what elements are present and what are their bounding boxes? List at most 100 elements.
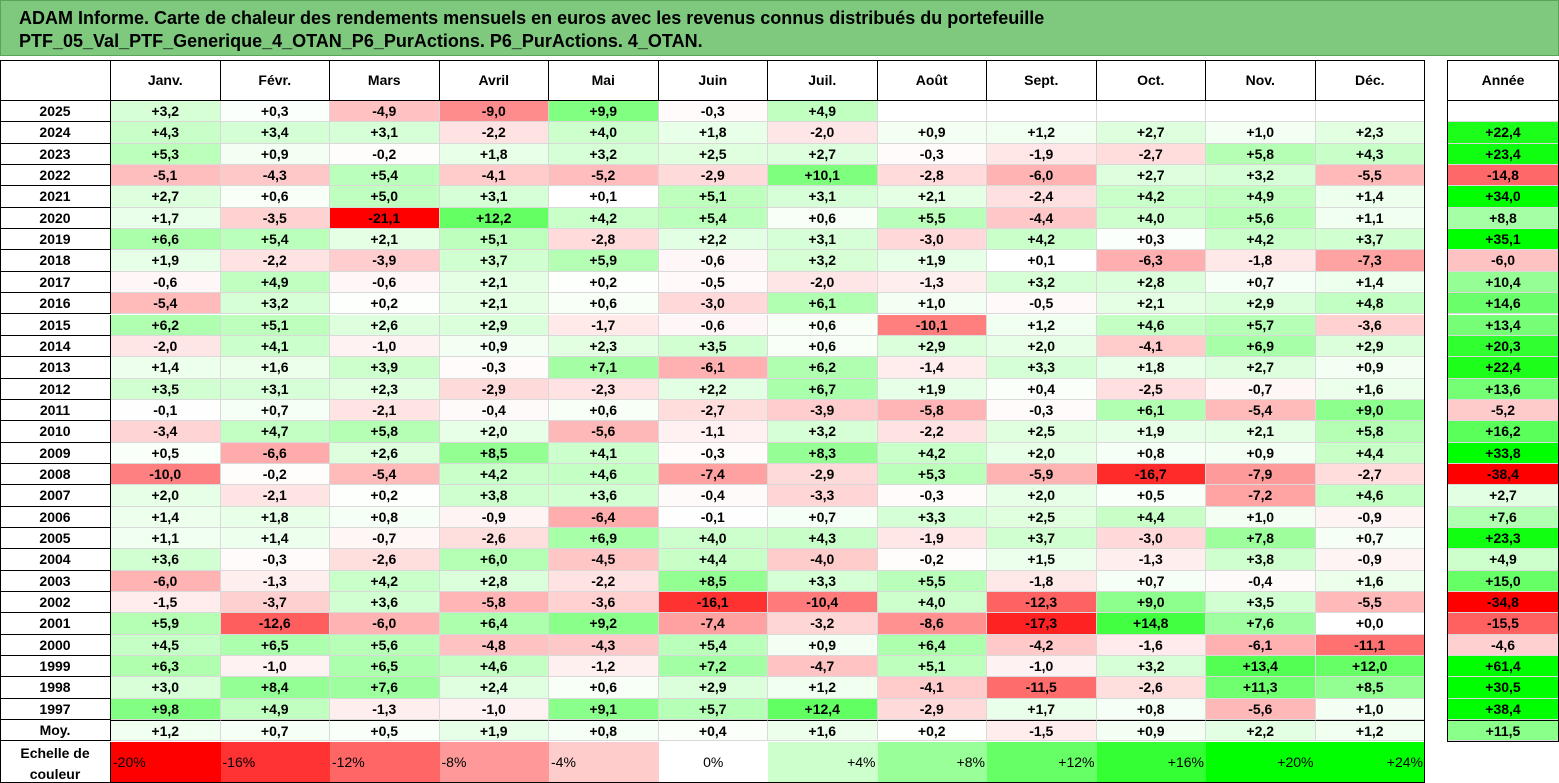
heatmap-cell: +5,4 xyxy=(658,207,768,230)
heatmap-cell: +0,6 xyxy=(220,186,330,208)
heatmap-cell: -4,2 xyxy=(987,634,1097,657)
heatmap-cell: +3,1 xyxy=(768,229,878,251)
heatmap-cell: -2,0 xyxy=(768,122,878,144)
heatmap-cell: -1,0 xyxy=(220,656,330,678)
heatmap-cell: +2,1 xyxy=(877,186,987,208)
heatmap-cell: +2,5 xyxy=(987,506,1097,528)
heatmap-cell: +4,0 xyxy=(658,528,768,550)
heatmap-cell: +0,6 xyxy=(549,293,659,315)
heatmap-cell: +2,4 xyxy=(439,677,549,699)
year-label: 2016 xyxy=(0,293,111,315)
average-cell: +0,2 xyxy=(877,720,987,742)
heatmap-cell: +3,2 xyxy=(1096,656,1206,678)
heatmap-cell: +3,5 xyxy=(658,335,768,358)
average-cell: +1,2 xyxy=(111,720,221,742)
heatmap-cell: -5,1 xyxy=(111,165,221,187)
annual-cell: -4,6 xyxy=(1447,634,1559,657)
average-cell: +0,9 xyxy=(1096,720,1206,742)
average-annual-cell: +11,5 xyxy=(1447,720,1559,742)
annual-cell: +16,2 xyxy=(1447,421,1559,443)
heatmap-cell: +4,9 xyxy=(220,271,330,294)
heatmap-cell: +3,5 xyxy=(1206,592,1316,614)
heatmap-cell xyxy=(1315,101,1425,123)
heatmap-cell: -0,5 xyxy=(658,271,768,294)
heatmap-cell: -1,0 xyxy=(439,698,549,721)
heatmap-cell: -1,1 xyxy=(658,421,768,443)
heatmap-cell: +0,9 xyxy=(768,634,878,657)
heatmap-cell: -3,5 xyxy=(220,207,330,230)
heatmap-cell: -2,9 xyxy=(768,463,878,486)
heatmap-cell: -6,4 xyxy=(549,506,659,528)
heatmap-cell: -2,1 xyxy=(330,399,440,422)
heatmap-cell: +6,3 xyxy=(111,656,221,678)
heatmap-cell: +5,5 xyxy=(877,570,987,593)
year-label: 2003 xyxy=(0,570,111,593)
heatmap-cell: -3,0 xyxy=(658,293,768,315)
heatmap-cell: +0,9 xyxy=(439,335,549,358)
column-header: Juil. xyxy=(768,60,878,101)
heatmap-cell: -1,3 xyxy=(220,570,330,593)
heatmap-cell: +3,9 xyxy=(330,357,440,379)
average-label: Moy. xyxy=(0,720,111,742)
heatmap-cell: +1,7 xyxy=(987,698,1097,721)
heatmap-cell: -2,6 xyxy=(1096,677,1206,699)
heatmap-cell: +9,0 xyxy=(1315,399,1425,422)
heatmap-cell: +11,3 xyxy=(1206,677,1316,699)
heatmap-cell: -4,9 xyxy=(330,101,440,123)
heatmap-cell: +1,9 xyxy=(877,250,987,272)
heatmap-cell: -0,3 xyxy=(220,549,330,571)
heatmap-cell: +0,7 xyxy=(220,399,330,422)
year-label: 2025 xyxy=(0,101,111,123)
year-label: 2006 xyxy=(0,506,111,528)
year-label: 2007 xyxy=(0,485,111,507)
column-header: Janv. xyxy=(111,60,221,101)
heatmap-cell: +4,2 xyxy=(987,229,1097,251)
heatmap-cell: -8,6 xyxy=(877,613,987,635)
heatmap-cell: -7,2 xyxy=(1206,485,1316,507)
heatmap-cell: +0,6 xyxy=(549,399,659,422)
heatmap-cell: +3,5 xyxy=(111,378,221,400)
heatmap-cell: +2,0 xyxy=(439,421,549,443)
heatmap-cell: +4,3 xyxy=(768,528,878,550)
heatmap-cell: +0,2 xyxy=(330,293,440,315)
heatmap-cell: +1,9 xyxy=(111,250,221,272)
heatmap-cell: -0,2 xyxy=(220,463,330,486)
average-cell: +0,5 xyxy=(330,720,440,742)
heatmap-cell: +6,5 xyxy=(330,656,440,678)
heatmap-cell xyxy=(877,101,987,123)
heatmap-cell: -6,0 xyxy=(987,165,1097,187)
heatmap-cell: -4,3 xyxy=(549,634,659,657)
heatmap-cell: +0,3 xyxy=(220,101,330,123)
annual-cell: -6,0 xyxy=(1447,250,1559,272)
color-scale-stop: -4% xyxy=(549,741,659,783)
heatmap-cell: -0,6 xyxy=(658,250,768,272)
annual-cell xyxy=(1447,101,1559,123)
heatmap-cell: +1,0 xyxy=(877,293,987,315)
heatmap-cell: +2,0 xyxy=(987,335,1097,358)
heatmap-cell: +4,6 xyxy=(439,656,549,678)
heatmap-cell: -0,2 xyxy=(330,143,440,166)
heatmap-cell: -7,3 xyxy=(1315,250,1425,272)
heatmap-cell: +0,8 xyxy=(1096,698,1206,721)
heatmap-cell: +5,1 xyxy=(439,229,549,251)
annual-cell: -5,2 xyxy=(1447,399,1559,422)
annual-cell: +30,5 xyxy=(1447,677,1559,699)
heatmap-cell: -0,4 xyxy=(658,485,768,507)
year-label: 2018 xyxy=(0,250,111,272)
heatmap-cell: +2,1 xyxy=(330,229,440,251)
heatmap-cell: -3,9 xyxy=(330,250,440,272)
heatmap-cell: -0,4 xyxy=(439,399,549,422)
heatmap-cell: +3,7 xyxy=(987,528,1097,550)
heatmap-cell: +0,5 xyxy=(111,442,221,464)
color-scale-stop: +24% xyxy=(1315,741,1425,783)
average-cell: +2,2 xyxy=(1206,720,1316,742)
heatmap-cell: +1,4 xyxy=(220,528,330,550)
heatmap-cell: +6,4 xyxy=(877,634,987,657)
heatmap-cell: -11,1 xyxy=(1315,634,1425,657)
heatmap-cell: +1,5 xyxy=(987,549,1097,571)
heatmap-cell: +1,9 xyxy=(1096,421,1206,443)
heatmap-cell: +0,1 xyxy=(549,186,659,208)
average-cell: +1,9 xyxy=(439,720,549,742)
heatmap-cell: +4,2 xyxy=(439,463,549,486)
year-label: 2002 xyxy=(0,592,111,614)
